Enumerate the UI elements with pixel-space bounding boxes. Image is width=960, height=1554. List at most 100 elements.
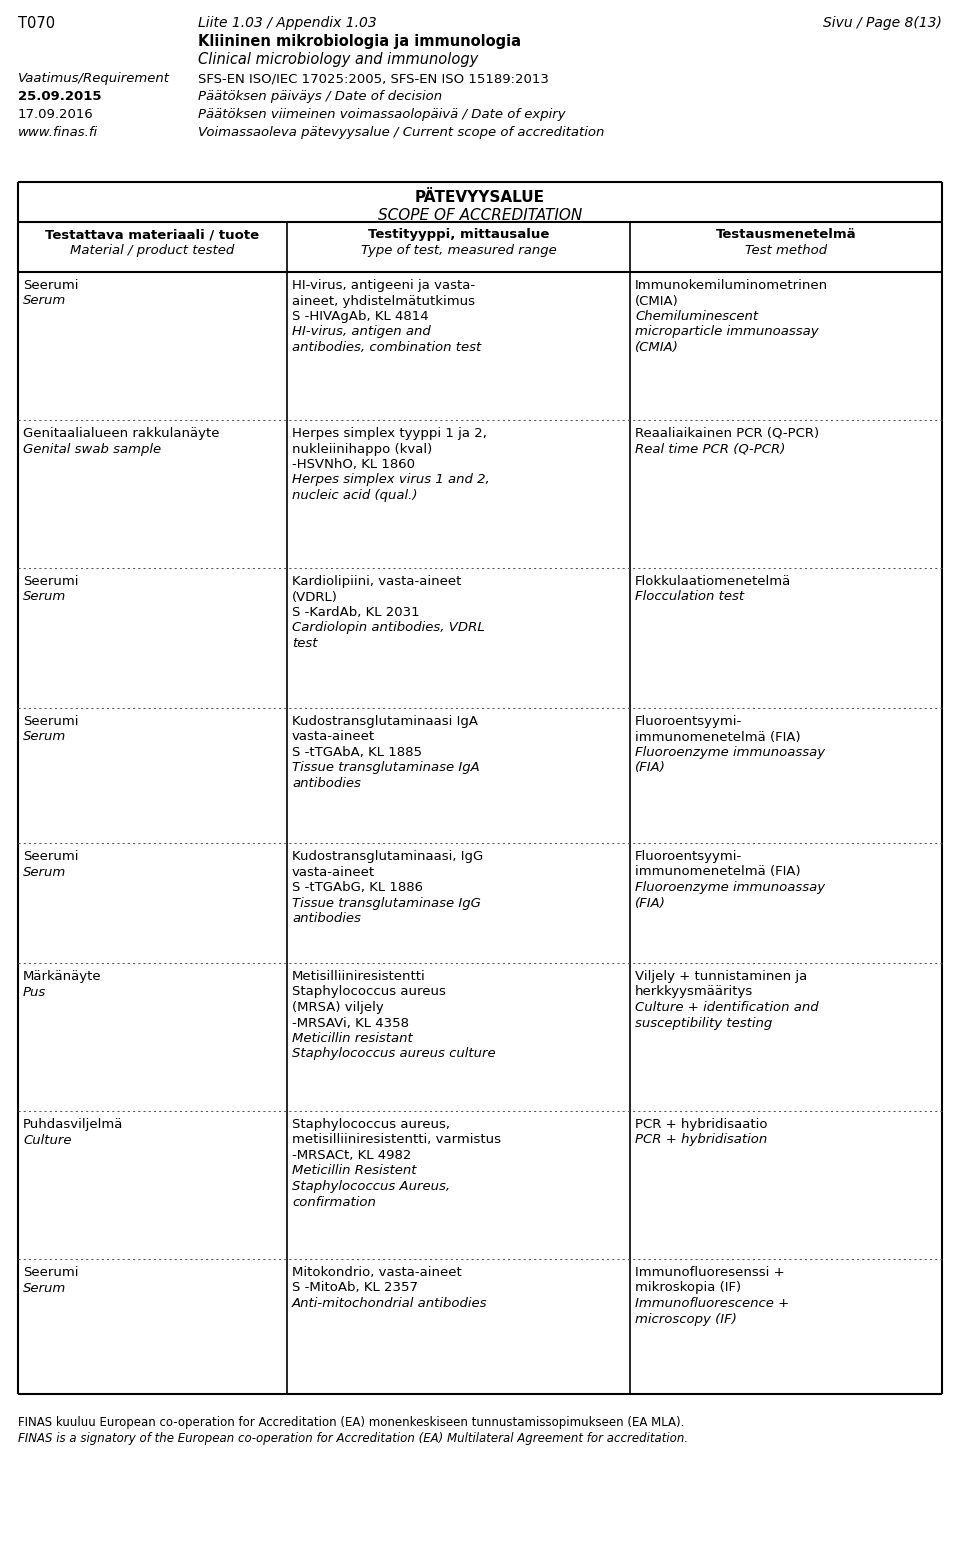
Text: Type of test, measured range: Type of test, measured range	[361, 244, 557, 256]
Text: (FIA): (FIA)	[635, 897, 666, 909]
Text: Clinical microbiology and immunology: Clinical microbiology and immunology	[198, 51, 478, 67]
Text: Staphylococcus Aureus,: Staphylococcus Aureus,	[292, 1179, 450, 1193]
Text: PÄTEVYYSALUE: PÄTEVYYSALUE	[415, 190, 545, 205]
Text: Staphylococcus aureus: Staphylococcus aureus	[292, 985, 445, 999]
Text: Kliininen mikrobiologia ja immunologia: Kliininen mikrobiologia ja immunologia	[198, 34, 521, 50]
Text: Kudostransglutaminaasi IgA: Kudostransglutaminaasi IgA	[292, 715, 478, 727]
Text: Serum: Serum	[23, 866, 66, 878]
Text: Genital swab sample: Genital swab sample	[23, 443, 161, 455]
Text: S -tTGAbG, KL 1886: S -tTGAbG, KL 1886	[292, 881, 423, 894]
Text: -MRSAVi, KL 4358: -MRSAVi, KL 4358	[292, 1016, 409, 1029]
Text: Serum: Serum	[23, 730, 66, 743]
Text: Serum: Serum	[23, 591, 66, 603]
Text: FINAS kuuluu European co-operation for Accreditation (EA) monenkeskiseen tunnust: FINAS kuuluu European co-operation for A…	[18, 1416, 684, 1430]
Text: 17.09.2016: 17.09.2016	[18, 107, 94, 121]
Text: FINAS is a signatory of the European co-operation for Accreditation (EA) Multila: FINAS is a signatory of the European co-…	[18, 1431, 688, 1445]
Text: Material / product tested: Material / product tested	[70, 244, 234, 256]
Text: T070: T070	[18, 16, 55, 31]
Text: immunomenetelmä (FIA): immunomenetelmä (FIA)	[635, 730, 801, 743]
Text: Seerumi: Seerumi	[23, 575, 79, 587]
Text: herkkyysmääritys: herkkyysmääritys	[635, 985, 754, 999]
Text: Real time PCR (Q-PCR): Real time PCR (Q-PCR)	[635, 443, 785, 455]
Text: S -MitoAb, KL 2357: S -MitoAb, KL 2357	[292, 1282, 418, 1294]
Text: Mitokondrio, vasta-aineet: Mitokondrio, vasta-aineet	[292, 1267, 462, 1279]
Text: Fluoroenzyme immunoassay: Fluoroenzyme immunoassay	[635, 881, 826, 894]
Text: immunomenetelmä (FIA): immunomenetelmä (FIA)	[635, 866, 801, 878]
Text: nukleiinihappo (kval): nukleiinihappo (kval)	[292, 443, 432, 455]
Text: Päätöksen päiväys / Date of decision: Päätöksen päiväys / Date of decision	[198, 90, 443, 103]
Text: antibodies: antibodies	[292, 777, 361, 789]
Text: Kudostransglutaminaasi, IgG: Kudostransglutaminaasi, IgG	[292, 850, 483, 862]
Text: mikroskopia (IF): mikroskopia (IF)	[635, 1282, 741, 1294]
Text: nucleic acid (qual.): nucleic acid (qual.)	[292, 490, 418, 502]
Text: vasta-aineet: vasta-aineet	[292, 730, 375, 743]
Text: -MRSACt, KL 4982: -MRSACt, KL 4982	[292, 1148, 412, 1162]
Text: Reaaliaikainen PCR (Q-PCR): Reaaliaikainen PCR (Q-PCR)	[635, 427, 819, 440]
Text: www.finas.fi: www.finas.fi	[18, 126, 98, 138]
Text: microparticle immunoassay: microparticle immunoassay	[635, 325, 819, 339]
Text: 25.09.2015: 25.09.2015	[18, 90, 102, 103]
Text: Sivu / Page 8(13): Sivu / Page 8(13)	[823, 16, 942, 30]
Text: PCR + hybridisaatio: PCR + hybridisaatio	[635, 1117, 767, 1131]
Text: confirmation: confirmation	[292, 1195, 376, 1209]
Text: Meticillin resistant: Meticillin resistant	[292, 1032, 413, 1044]
Text: Herpes simplex virus 1 and 2,: Herpes simplex virus 1 and 2,	[292, 474, 490, 486]
Text: Anti-mitochondrial antibodies: Anti-mitochondrial antibodies	[292, 1298, 488, 1310]
Text: Meticillin Resistent: Meticillin Resistent	[292, 1164, 417, 1178]
Text: Herpes simplex tyyppi 1 ja 2,: Herpes simplex tyyppi 1 ja 2,	[292, 427, 487, 440]
Text: Fluoroentsyymi-: Fluoroentsyymi-	[635, 850, 742, 862]
Text: Voimassaoleva pätevyysalue / Current scope of accreditation: Voimassaoleva pätevyysalue / Current sco…	[198, 126, 605, 138]
Text: Testityyppi, mittausalue: Testityyppi, mittausalue	[368, 228, 549, 241]
Text: Pus: Pus	[23, 985, 46, 999]
Text: (VDRL): (VDRL)	[292, 591, 338, 603]
Text: Staphylococcus aureus culture: Staphylococcus aureus culture	[292, 1047, 495, 1060]
Text: (CMIA): (CMIA)	[635, 295, 679, 308]
Text: Märkänäyte: Märkänäyte	[23, 970, 102, 984]
Text: S -tTGAbA, KL 1885: S -tTGAbA, KL 1885	[292, 746, 422, 758]
Text: PCR + hybridisation: PCR + hybridisation	[635, 1133, 767, 1147]
Text: antibodies, combination test: antibodies, combination test	[292, 340, 481, 354]
Text: Immunokemiluminometrinen: Immunokemiluminometrinen	[635, 280, 828, 292]
Text: Puhdasviljelmä: Puhdasviljelmä	[23, 1117, 124, 1131]
Text: Fluoroenzyme immunoassay: Fluoroenzyme immunoassay	[635, 746, 826, 758]
Text: SFS-EN ISO/IEC 17025:2005, SFS-EN ISO 15189:2013: SFS-EN ISO/IEC 17025:2005, SFS-EN ISO 15…	[198, 71, 549, 85]
Text: Test method: Test method	[745, 244, 828, 256]
Text: Flokkulaatiomenetelmä: Flokkulaatiomenetelmä	[635, 575, 791, 587]
Text: (MRSA) viljely: (MRSA) viljely	[292, 1001, 384, 1015]
Text: Genitaalialueen rakkulanäyte: Genitaalialueen rakkulanäyte	[23, 427, 220, 440]
Text: test: test	[292, 637, 318, 650]
Text: Chemiluminescent: Chemiluminescent	[635, 309, 758, 323]
Text: Seerumi: Seerumi	[23, 1267, 79, 1279]
Text: Vaatimus/Requirement: Vaatimus/Requirement	[18, 71, 170, 85]
Text: SCOPE OF ACCREDITATION: SCOPE OF ACCREDITATION	[378, 208, 582, 224]
Text: Flocculation test: Flocculation test	[635, 591, 744, 603]
Text: S -HIVAgAb, KL 4814: S -HIVAgAb, KL 4814	[292, 309, 428, 323]
Text: Staphylococcus aureus,: Staphylococcus aureus,	[292, 1117, 450, 1131]
Text: Cardiolopin antibodies, VDRL: Cardiolopin antibodies, VDRL	[292, 622, 485, 634]
Text: microscopy (IF): microscopy (IF)	[635, 1313, 737, 1326]
Text: Immunofluoresenssi +: Immunofluoresenssi +	[635, 1267, 784, 1279]
Text: Testattava materiaali / tuote: Testattava materiaali / tuote	[45, 228, 259, 241]
Text: Serum: Serum	[23, 295, 66, 308]
Text: -HSVNhO, KL 1860: -HSVNhO, KL 1860	[292, 458, 415, 471]
Text: susceptibility testing: susceptibility testing	[635, 1016, 772, 1029]
Text: Fluoroentsyymi-: Fluoroentsyymi-	[635, 715, 742, 727]
Text: HI-virus, antigeeni ja vasta-: HI-virus, antigeeni ja vasta-	[292, 280, 475, 292]
Text: Päätöksen viimeinen voimassaolopäivä / Date of expiry: Päätöksen viimeinen voimassaolopäivä / D…	[198, 107, 565, 121]
Text: (CMIA): (CMIA)	[635, 340, 679, 354]
Text: Seerumi: Seerumi	[23, 280, 79, 292]
Text: S -KardAb, KL 2031: S -KardAb, KL 2031	[292, 606, 420, 618]
Text: vasta-aineet: vasta-aineet	[292, 866, 375, 878]
Text: metisilliiniresistentti, varmistus: metisilliiniresistentti, varmistus	[292, 1133, 501, 1147]
Text: antibodies: antibodies	[292, 912, 361, 925]
Text: Immunofluorescence +: Immunofluorescence +	[635, 1298, 789, 1310]
Text: Liite 1.03 / Appendix 1.03: Liite 1.03 / Appendix 1.03	[198, 16, 376, 30]
Text: Culture: Culture	[23, 1133, 71, 1147]
Text: Tissue transglutaminase IgG: Tissue transglutaminase IgG	[292, 897, 481, 909]
Text: Viljely + tunnistaminen ja: Viljely + tunnistaminen ja	[635, 970, 807, 984]
Text: Culture + identification and: Culture + identification and	[635, 1001, 819, 1015]
Text: Seerumi: Seerumi	[23, 850, 79, 862]
Text: Tissue transglutaminase IgA: Tissue transglutaminase IgA	[292, 761, 480, 774]
Text: HI-virus, antigen and: HI-virus, antigen and	[292, 325, 431, 339]
Text: Seerumi: Seerumi	[23, 715, 79, 727]
